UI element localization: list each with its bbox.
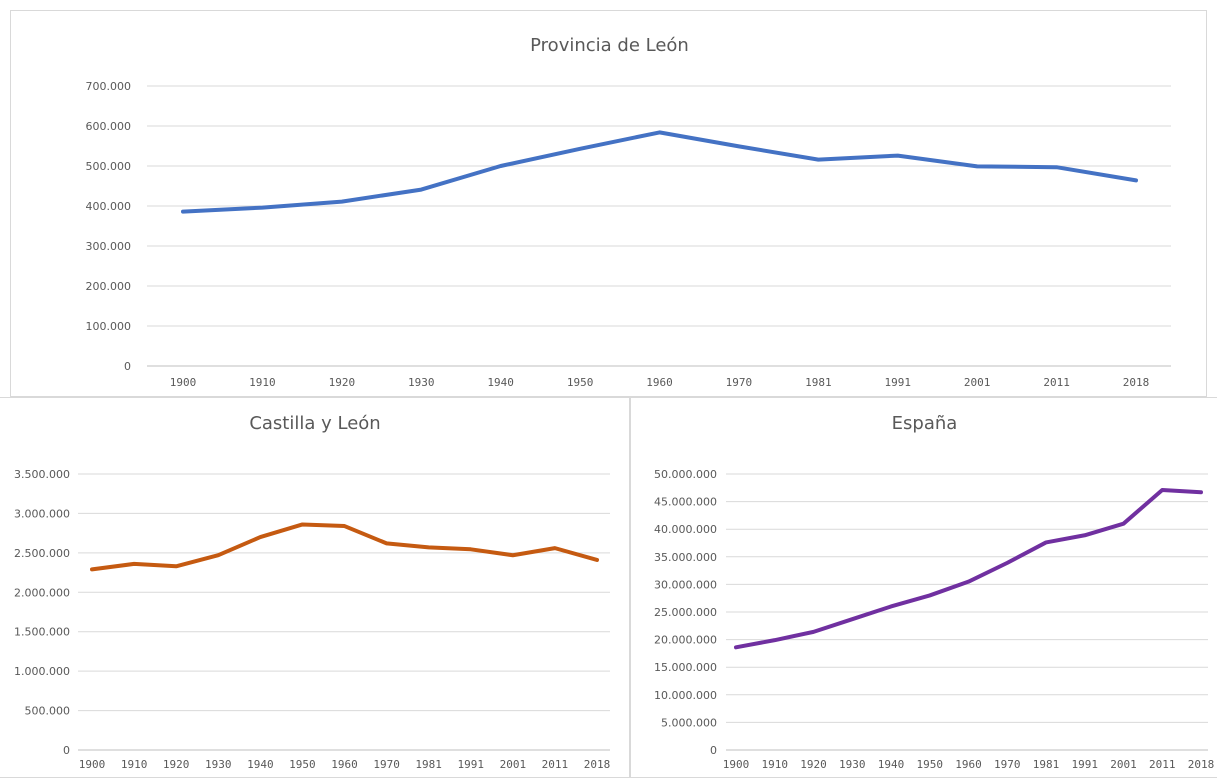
provincia-leon-title: Provincia de León xyxy=(530,35,689,56)
espana-x-tick-label: 1950 xyxy=(917,758,944,771)
provincia-leon-y-tick-label: 100.000 xyxy=(86,320,132,333)
provincia-leon-x-tick-label: 1910 xyxy=(249,376,276,389)
provincia-leon-y-tick-label: 600.000 xyxy=(86,120,132,133)
provincia-leon-x-tick-label: 1950 xyxy=(567,376,594,389)
espana-y-tick-label: 35.000.000 xyxy=(654,551,717,564)
chart-castilla-leon-svg: Castilla y León 0 500.000 1.000.000 1.500.00… xyxy=(0,398,630,779)
espana-x-tick-label: 1920 xyxy=(800,758,827,771)
provincia-leon-x-tick-label: 1930 xyxy=(408,376,435,389)
espana-x-tick-label: 1930 xyxy=(839,758,866,771)
espana-y-tick-label: 50.000.000 xyxy=(654,468,717,481)
espana-series-line xyxy=(736,490,1201,647)
castilla-leon-x-tick-label: 1920 xyxy=(163,758,190,771)
castilla-leon-y-tick-label: 3.000.000 xyxy=(14,507,70,520)
chart-provincia-leon-svg: Provincia de León 0 100.000 200.000 300.000 4… xyxy=(11,11,1208,398)
castilla-leon-y-tick-label: 2.500.000 xyxy=(14,547,70,560)
castilla-leon-y-tick-label: 3.500.000 xyxy=(14,468,70,481)
espana-y-tick-label: 10.000.000 xyxy=(654,689,717,702)
espana-y-tick-label: 0 xyxy=(710,744,717,757)
espana-y-tick-label: 30.000.000 xyxy=(654,578,717,591)
castilla-leon-x-tick-label: 1940 xyxy=(247,758,274,771)
provincia-leon-y-tick-label: 0 xyxy=(124,360,131,373)
espana-x-tick-label: 1900 xyxy=(723,758,750,771)
castilla-leon-y-tick-label: 0 xyxy=(63,744,70,757)
castilla-leon-x-tick-label: 1970 xyxy=(373,758,400,771)
provincia-leon-x-tick-label: 1991 xyxy=(885,376,912,389)
provincia-leon-y-tick-label: 500.000 xyxy=(86,160,132,173)
espana-title: España xyxy=(892,413,958,434)
castilla-leon-x-tick-label: 1910 xyxy=(121,758,148,771)
provincia-leon-series-line xyxy=(183,132,1136,211)
provincia-leon-x-tick-label: 1920 xyxy=(329,376,356,389)
castilla-leon-y-tick-label: 500.000 xyxy=(25,705,71,718)
espana-y-tick-label: 20.000.000 xyxy=(654,634,717,647)
castilla-leon-x-tick-label: 1900 xyxy=(79,758,106,771)
provincia-leon-x-tick-label: 1981 xyxy=(805,376,832,389)
castilla-leon-y-tick-label: 1.000.000 xyxy=(14,665,70,678)
espana-y-tick-label: 15.000.000 xyxy=(654,661,717,674)
provincia-leon-x-tick-label: 1970 xyxy=(726,376,753,389)
provincia-leon-y-tick-label: 400.000 xyxy=(86,200,132,213)
espana-y-tick-label: 5.000.000 xyxy=(661,716,717,729)
castilla-leon-x-tick-label: 1991 xyxy=(458,758,485,771)
castilla-leon-x-tick-label: 2018 xyxy=(584,758,611,771)
castilla-leon-y-tick-label: 1.500.000 xyxy=(14,626,70,639)
espana-x-tick-label: 1970 xyxy=(994,758,1021,771)
castilla-leon-x-tick-label: 1930 xyxy=(205,758,232,771)
espana-y-tick-label: 25.000.000 xyxy=(654,606,717,619)
provincia-leon-x-tick-label: 2001 xyxy=(964,376,991,389)
provincia-leon-x-tick-label: 1960 xyxy=(646,376,673,389)
castilla-leon-x-tick-label: 1950 xyxy=(289,758,316,771)
castilla-leon-title: Castilla y León xyxy=(249,413,380,434)
castilla-leon-series-line xyxy=(92,524,597,569)
espana-x-tick-label: 1960 xyxy=(955,758,982,771)
castilla-leon-x-tick-label: 1960 xyxy=(331,758,358,771)
espana-x-tick-label: 2011 xyxy=(1149,758,1176,771)
provincia-leon-y-tick-label: 200.000 xyxy=(86,280,132,293)
provincia-leon-x-tick-label: 2018 xyxy=(1123,376,1150,389)
espana-x-tick-label: 1940 xyxy=(878,758,905,771)
castilla-leon-x-tick-label: 2001 xyxy=(500,758,527,771)
castilla-leon-x-tick-label: 1981 xyxy=(415,758,442,771)
provincia-leon-y-tick-label: 700.000 xyxy=(86,80,132,93)
castilla-leon-y-tick-label: 2.000.000 xyxy=(14,586,70,599)
espana-x-tick-label: 2018 xyxy=(1188,758,1215,771)
provincia-leon-x-tick-label: 1940 xyxy=(487,376,514,389)
provincia-leon-x-tick-label: 2011 xyxy=(1043,376,1070,389)
chart-provincia-leon: Provincia de León 0 100.000 200.000 300.000 4… xyxy=(10,10,1207,397)
provincia-leon-y-tick-label: 300.000 xyxy=(86,240,132,253)
castilla-leon-x-tick-label: 2011 xyxy=(542,758,569,771)
espana-y-tick-label: 45.000.000 xyxy=(654,496,717,509)
chart-espana-svg: España 0 5.000.000 10.000.000 15.000.000 20.0… xyxy=(631,398,1217,779)
espana-x-tick-label: 1910 xyxy=(762,758,789,771)
espana-x-tick-label: 2001 xyxy=(1110,758,1137,771)
espana-x-tick-label: 1981 xyxy=(1033,758,1060,771)
provincia-leon-x-tick-label: 1900 xyxy=(170,376,197,389)
espana-y-tick-label: 40.000.000 xyxy=(654,523,717,536)
chart-castilla-leon: Castilla y León 0 500.000 1.000.000 1.500.00… xyxy=(0,397,630,778)
chart-espana: España 0 5.000.000 10.000.000 15.000.000 20.0… xyxy=(630,397,1217,778)
espana-x-tick-label: 1991 xyxy=(1072,758,1099,771)
